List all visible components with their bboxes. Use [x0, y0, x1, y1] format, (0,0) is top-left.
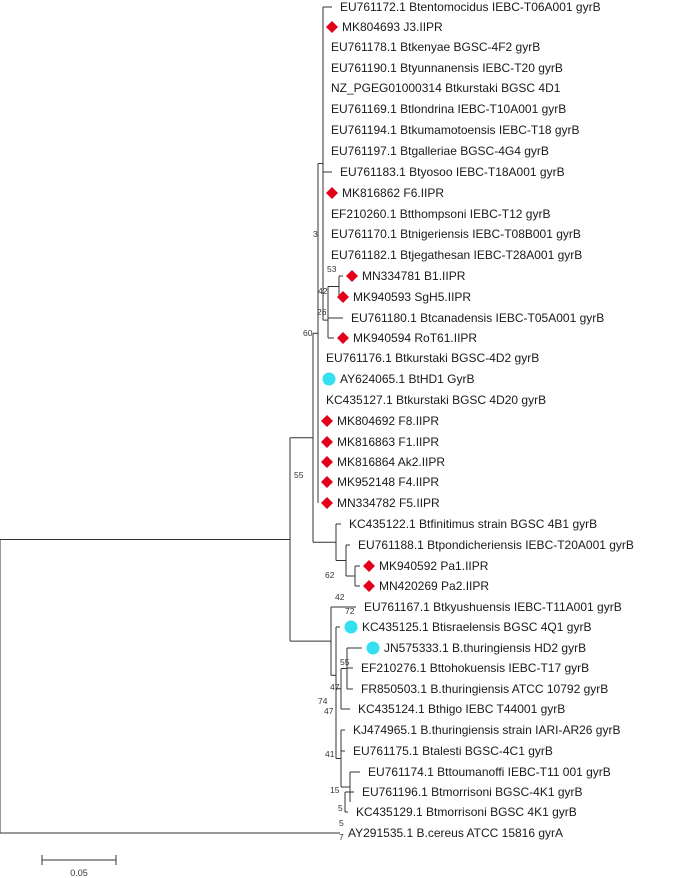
leaf-label: JN575333.1 B.thuringiensis HD2 gyrB: [384, 641, 586, 655]
leaf-labels: EU761172.1 Btentomocidus IEBC-T06A001 gy…: [326, 0, 634, 840]
bootstrap-value: 60: [303, 328, 313, 338]
diamond-marker: [326, 187, 338, 199]
bootstrap-value: 42: [318, 286, 328, 296]
leaf-label: MK804693 J3.IIPR: [342, 20, 443, 34]
bootstrap-value: 41: [325, 749, 335, 759]
leaf-label: KC435127.1 Btkurstaki BGSC 4D20 gyrB: [326, 393, 546, 407]
leaf-label: EU761190.1 Btyunnanensis IEBC-T20 gyrB: [331, 61, 563, 75]
leaf-label: MK940594 RoT61.IIPR: [353, 331, 477, 345]
leaf-label: EU761196.1 Btmorrisoni BGSC-4K1 gyrB: [362, 785, 583, 799]
diamond-marker: [321, 497, 333, 509]
leaf-label: EU761197.1 Btgalleriae BGSC-4G4 gyrB: [331, 144, 549, 158]
circle-marker: [322, 372, 336, 386]
tree-markers: [321, 21, 380, 655]
diamond-marker: [326, 21, 338, 33]
leaf-label: EU761180.1 Btcanadensis IEBC-T05A001 gyr…: [351, 311, 604, 325]
diamond-marker: [321, 456, 333, 468]
leaf-label: MN334782 F5.IIPR: [337, 496, 440, 510]
leaf-label: MK952148 F4.IIPR: [337, 475, 439, 489]
leaf-label: MK940592 Pa1.IIPR: [379, 559, 489, 573]
bootstrap-value: 3: [313, 229, 318, 239]
diamond-marker: [363, 580, 375, 592]
diamond-marker: [321, 476, 333, 488]
leaf-label: EU761178.1 Btkenyae BGSC-4F2 gyrB: [331, 40, 540, 54]
leaf-label: EF210276.1 Bttohokuensis IEBC-T17 gyrB: [361, 661, 589, 675]
leaf-label: MK816862 F6.IIPR: [342, 186, 444, 200]
bootstrap-value: 15: [330, 785, 340, 795]
bootstrap-value: 74: [318, 696, 328, 706]
diamond-marker: [363, 560, 375, 572]
leaf-label: EF210260.1 Btthompsoni IEBC-T12 gyrB: [331, 207, 550, 221]
diamond-marker: [337, 332, 349, 344]
circle-marker: [344, 620, 358, 634]
circle-marker: [366, 641, 380, 655]
bootstrap-value: 7: [339, 832, 344, 842]
leaf-label: MK816864 Ak2.IIPR: [337, 455, 445, 469]
bootstrap-value: 53: [327, 264, 337, 274]
bootstrap-value: 72: [345, 606, 355, 616]
diamond-marker: [321, 415, 333, 427]
leaf-label: NZ_PGEG01000314 Btkurstaki BGSC 4D1: [331, 81, 561, 95]
leaf-label: EU761175.1 Btalesti BGSC-4C1 gyrB: [353, 744, 553, 758]
bootstrap-value: 55: [294, 470, 304, 480]
bootstrap-value: 47: [330, 682, 340, 692]
leaf-label: MK816863 F1.IIPR: [337, 435, 439, 449]
bootstrap-value: 47: [324, 706, 334, 716]
leaf-label: EU761170.1 Btnigeriensis IEBC-T08B001 gy…: [331, 227, 581, 241]
bootstrap-value: 5: [339, 818, 344, 828]
leaf-label: KC435122.1 Btfinitimus strain BGSC 4B1 g…: [349, 517, 597, 531]
leaf-label: AY624065.1 BtHD1 GyrB: [340, 372, 475, 386]
bootstrap-value: 26: [317, 307, 327, 317]
leaf-label: EU761183.1 Btyosoo IEBC-T18A001 gyrB: [340, 165, 565, 179]
leaf-label: EU761176.1 Btkurstaki BGSC-4D2 gyrB: [326, 351, 539, 365]
leaf-label: EU761182.1 Btjegathesan IEBC-T28A001 gyr…: [331, 248, 582, 262]
diamond-marker: [337, 291, 349, 303]
leaf-label: AY291535.1 B.cereus ATCC 15816 gyrA: [348, 826, 563, 840]
diamond-marker: [321, 436, 333, 448]
leaf-label: KJ474965.1 B.thuringiensis strain IARI-A…: [353, 723, 620, 737]
bootstrap-value: 5: [338, 803, 343, 813]
leaf-label: EU761169.1 Btlondrina IEBC-T10A001 gyrB: [331, 102, 566, 116]
bootstrap-value: 62: [325, 570, 335, 580]
leaf-label: MK940593 SgH5.IIPR: [353, 290, 471, 304]
leaf-label: EU761194.1 Btkumamotoensis IEBC-T18 gyrB: [331, 123, 580, 137]
leaf-label: MN420269 Pa2.IIPR: [379, 579, 489, 593]
leaf-label: EU761167.1 Btkyushuensis IEBC-T11A001 gy…: [364, 600, 622, 614]
leaf-label: MK804692 F8.IIPR: [337, 414, 439, 428]
scale-bar-label: 0.05: [70, 868, 88, 878]
leaf-label: EU761188.1 Btpondicheriensis IEBC-T20A00…: [358, 538, 634, 552]
bootstrap-value: 42: [335, 592, 345, 602]
leaf-label: MN334781 B1.IIPR: [362, 269, 466, 283]
leaf-label: KC435129.1 Btmorrisoni BGSC 4K1 gyrB: [356, 805, 577, 819]
leaf-label: EU761174.1 Bttoumanoffi IEBC-T11 001 gyr…: [368, 765, 611, 779]
leaf-label: KC435125.1 Btisraelensis BGSC 4Q1 gyrB: [362, 620, 591, 634]
leaf-label: KC435124.1 Bthigo IEBC T44001 gyrB: [358, 702, 565, 716]
leaf-label: FR850503.1 B.thuringiensis ATCC 10792 gy…: [361, 682, 608, 696]
tree-branches: [0, 6, 362, 834]
scale-bar: 0.05: [41, 855, 117, 878]
diamond-marker: [346, 270, 358, 282]
leaf-label: EU761172.1 Btentomocidus IEBC-T06A001 gy…: [340, 0, 601, 14]
bootstrap-value: 55: [340, 657, 350, 667]
